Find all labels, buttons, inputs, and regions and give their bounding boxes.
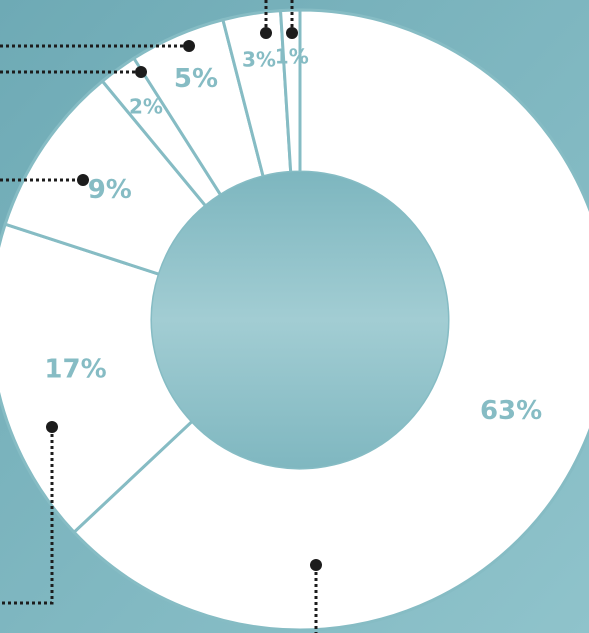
value-label: 2% — [129, 95, 163, 119]
leader-dot — [310, 559, 322, 571]
leader-dot — [286, 27, 298, 39]
value-label: 1% — [275, 45, 309, 69]
labels: 63% 17% 9% 2% 5% 3%1% — [44, 45, 542, 426]
slices — [0, 8, 589, 632]
leader-lines — [0, 0, 318, 633]
leader-dot — [46, 421, 58, 433]
value-label: 3% — [242, 48, 276, 72]
leader-dot — [183, 40, 195, 52]
value-label: 17% — [44, 355, 106, 385]
value-label: 5% — [174, 64, 218, 94]
value-label: 9% — [88, 175, 132, 205]
leader-line — [0, 428, 54, 605]
leader-dot — [260, 27, 272, 39]
value-label: 63% — [480, 396, 542, 426]
leader-dots — [46, 27, 322, 571]
leader-dot — [135, 66, 147, 78]
leader-dot — [77, 174, 89, 186]
donut-hole — [152, 172, 448, 468]
